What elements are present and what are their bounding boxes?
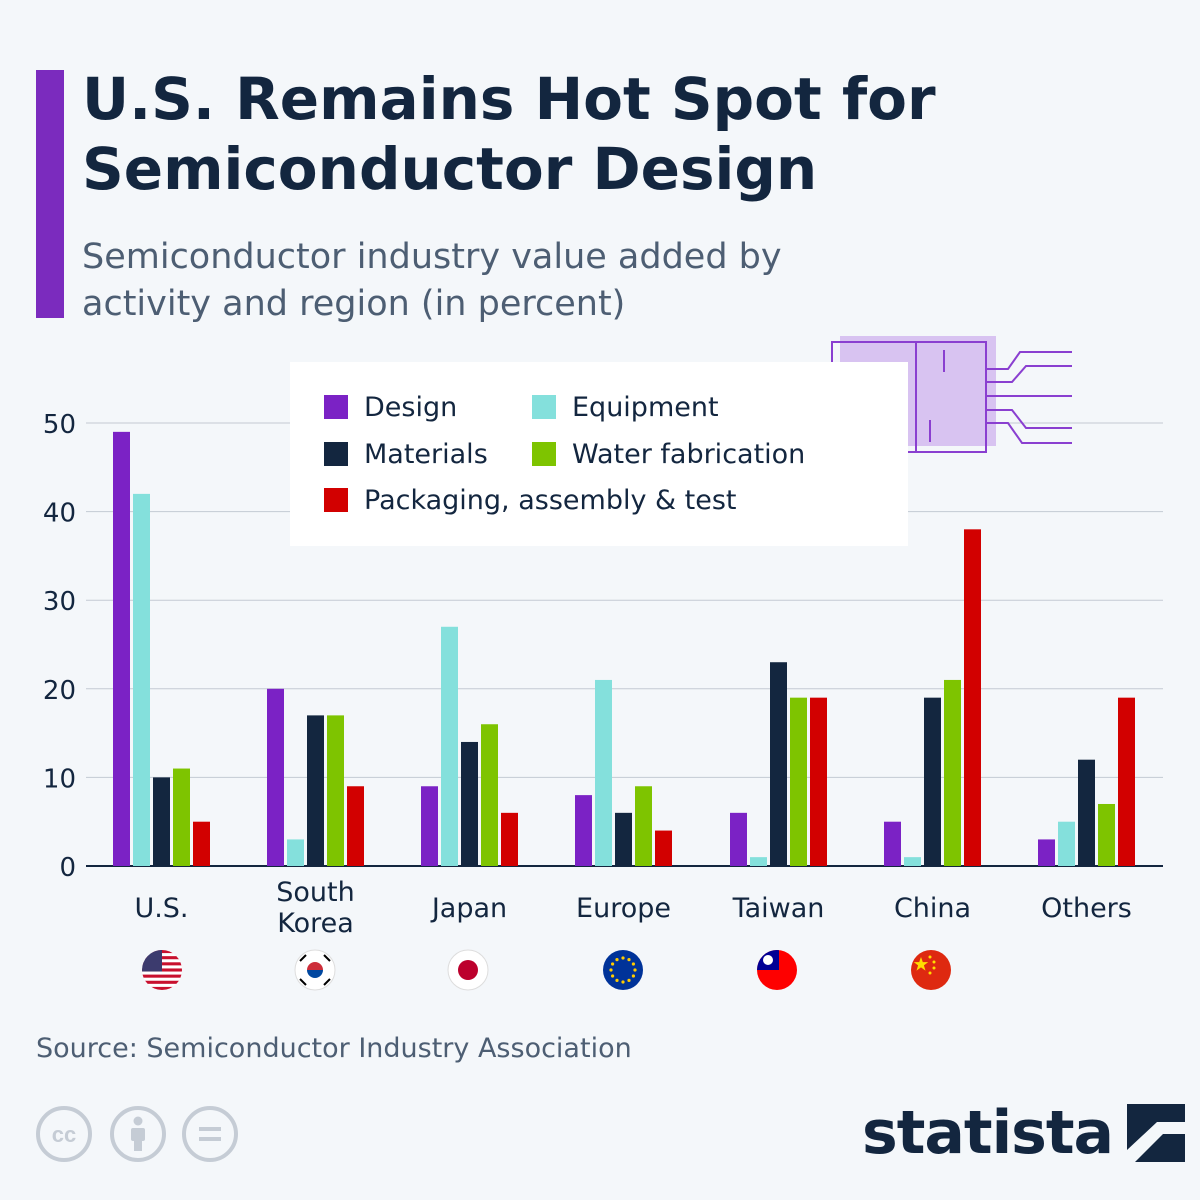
legend-swatch xyxy=(324,395,348,419)
x-category-label: South Korea xyxy=(276,877,354,939)
bar-packaging-assembly-test-1[interactable] xyxy=(347,786,364,866)
bar-water-fabrication-3[interactable] xyxy=(635,786,652,866)
south-korea-flag-icon xyxy=(294,949,336,991)
bar-water-fabrication-4[interactable] xyxy=(790,697,807,866)
bar-packaging-assembly-test-3[interactable] xyxy=(655,830,672,866)
y-tick-label: 50 xyxy=(43,410,76,440)
legend-swatch xyxy=(532,442,556,466)
legend-item-design: Design xyxy=(324,391,458,423)
x-category-label: Others xyxy=(1041,893,1132,924)
source-note: Source: Semiconductor Industry Associati… xyxy=(36,1033,632,1064)
bar-design-6[interactable] xyxy=(1038,839,1055,866)
legend-item-materials: Materials xyxy=(324,438,488,470)
bar-materials-1[interactable] xyxy=(307,715,324,866)
x-category-label: Europe xyxy=(576,893,671,924)
legend-swatch xyxy=(324,442,348,466)
bar-equipment-2[interactable] xyxy=(441,626,458,866)
bar-materials-4[interactable] xyxy=(770,662,787,866)
bar-materials-3[interactable] xyxy=(615,812,632,866)
bar-water-fabrication-1[interactable] xyxy=(327,715,344,866)
y-tick-label: 20 xyxy=(43,676,76,706)
us-flag-icon xyxy=(142,950,182,990)
axis-labels: 0 10 20 30 40 50 U.S. South Korea Japan Europe Taiw… xyxy=(43,410,1132,939)
bar-materials-0[interactable] xyxy=(153,777,170,866)
legend: Design Equipment Materials Water fabrica… xyxy=(290,362,908,546)
bar-water-fabrication-0[interactable] xyxy=(173,768,190,866)
cc-icon[interactable]: cc xyxy=(36,1106,92,1162)
bar-water-fabrication-6[interactable] xyxy=(1098,803,1115,866)
bar-chart: 0 10 20 30 40 50 U.S. South Korea Japan Europe Taiw… xyxy=(43,410,1163,991)
bar-packaging-assembly-test-5[interactable] xyxy=(964,529,981,866)
y-tick-label: 10 xyxy=(43,764,76,794)
bar-design-3[interactable] xyxy=(575,795,592,866)
legend-item-equipment: Equipment xyxy=(532,391,719,423)
bar-equipment-0[interactable] xyxy=(133,493,150,866)
legend-label: Packaging, assembly & test xyxy=(364,484,737,516)
bar-equipment-6[interactable] xyxy=(1058,821,1075,866)
statista-brand[interactable]: statista xyxy=(862,1098,1186,1168)
bar-design-2[interactable] xyxy=(421,786,438,866)
x-category-label: Taiwan xyxy=(732,893,825,924)
bar-water-fabrication-2[interactable] xyxy=(481,724,498,866)
eu-flag-icon xyxy=(603,950,643,990)
legend-swatch xyxy=(324,488,348,512)
bar-equipment-5[interactable] xyxy=(904,857,921,866)
bar-equipment-4[interactable] xyxy=(750,857,767,866)
china-flag-icon xyxy=(911,950,951,990)
bar-design-5[interactable] xyxy=(884,821,901,866)
bar-materials-6[interactable] xyxy=(1078,759,1095,866)
bar-equipment-1[interactable] xyxy=(287,839,304,866)
x-category-label: China xyxy=(894,893,971,924)
chart-title: U.S. Remains Hot Spot for Semiconductor … xyxy=(82,65,936,203)
bar-design-1[interactable] xyxy=(267,688,284,866)
y-tick-label: 0 xyxy=(59,853,76,883)
chart-subtitle: Semiconductor industry value added by ac… xyxy=(82,237,782,324)
bar-packaging-assembly-test-2[interactable] xyxy=(501,812,518,866)
bar-water-fabrication-5[interactable] xyxy=(944,679,961,866)
brand-name: statista xyxy=(862,1098,1114,1168)
bar-equipment-3[interactable] xyxy=(595,679,612,866)
y-tick-label: 40 xyxy=(43,499,76,529)
bar-packaging-assembly-test-6[interactable] xyxy=(1118,697,1135,866)
bars xyxy=(113,431,1135,866)
legend-item-water-fabrication: Water fabrication xyxy=(532,438,806,470)
legend-label: Water fabrication xyxy=(572,438,806,470)
bar-materials-2[interactable] xyxy=(461,741,478,866)
legend-item-packaging: Packaging, assembly & test xyxy=(324,484,737,516)
y-tick-label: 30 xyxy=(43,587,76,617)
taiwan-flag-icon xyxy=(757,950,797,990)
no-derivatives-icon[interactable] xyxy=(182,1106,238,1162)
x-category-label: Japan xyxy=(430,893,507,924)
legend-label: Design xyxy=(364,391,458,423)
bar-materials-5[interactable] xyxy=(924,697,941,866)
x-category-label: U.S. xyxy=(134,893,188,924)
flags xyxy=(142,949,951,991)
bar-design-0[interactable] xyxy=(113,431,130,866)
bar-design-4[interactable] xyxy=(730,812,747,866)
bar-packaging-assembly-test-0[interactable] xyxy=(193,821,210,866)
svg-text:cc: cc xyxy=(52,1122,76,1147)
title-accent-bar xyxy=(36,70,64,318)
statista-logo-icon xyxy=(1127,1104,1186,1162)
legend-swatch xyxy=(532,395,556,419)
legend-label: Materials xyxy=(364,438,488,470)
legend-label: Equipment xyxy=(572,391,719,423)
japan-flag-icon xyxy=(447,949,489,991)
attribution-icon[interactable] xyxy=(110,1106,166,1162)
bar-packaging-assembly-test-4[interactable] xyxy=(810,697,827,866)
